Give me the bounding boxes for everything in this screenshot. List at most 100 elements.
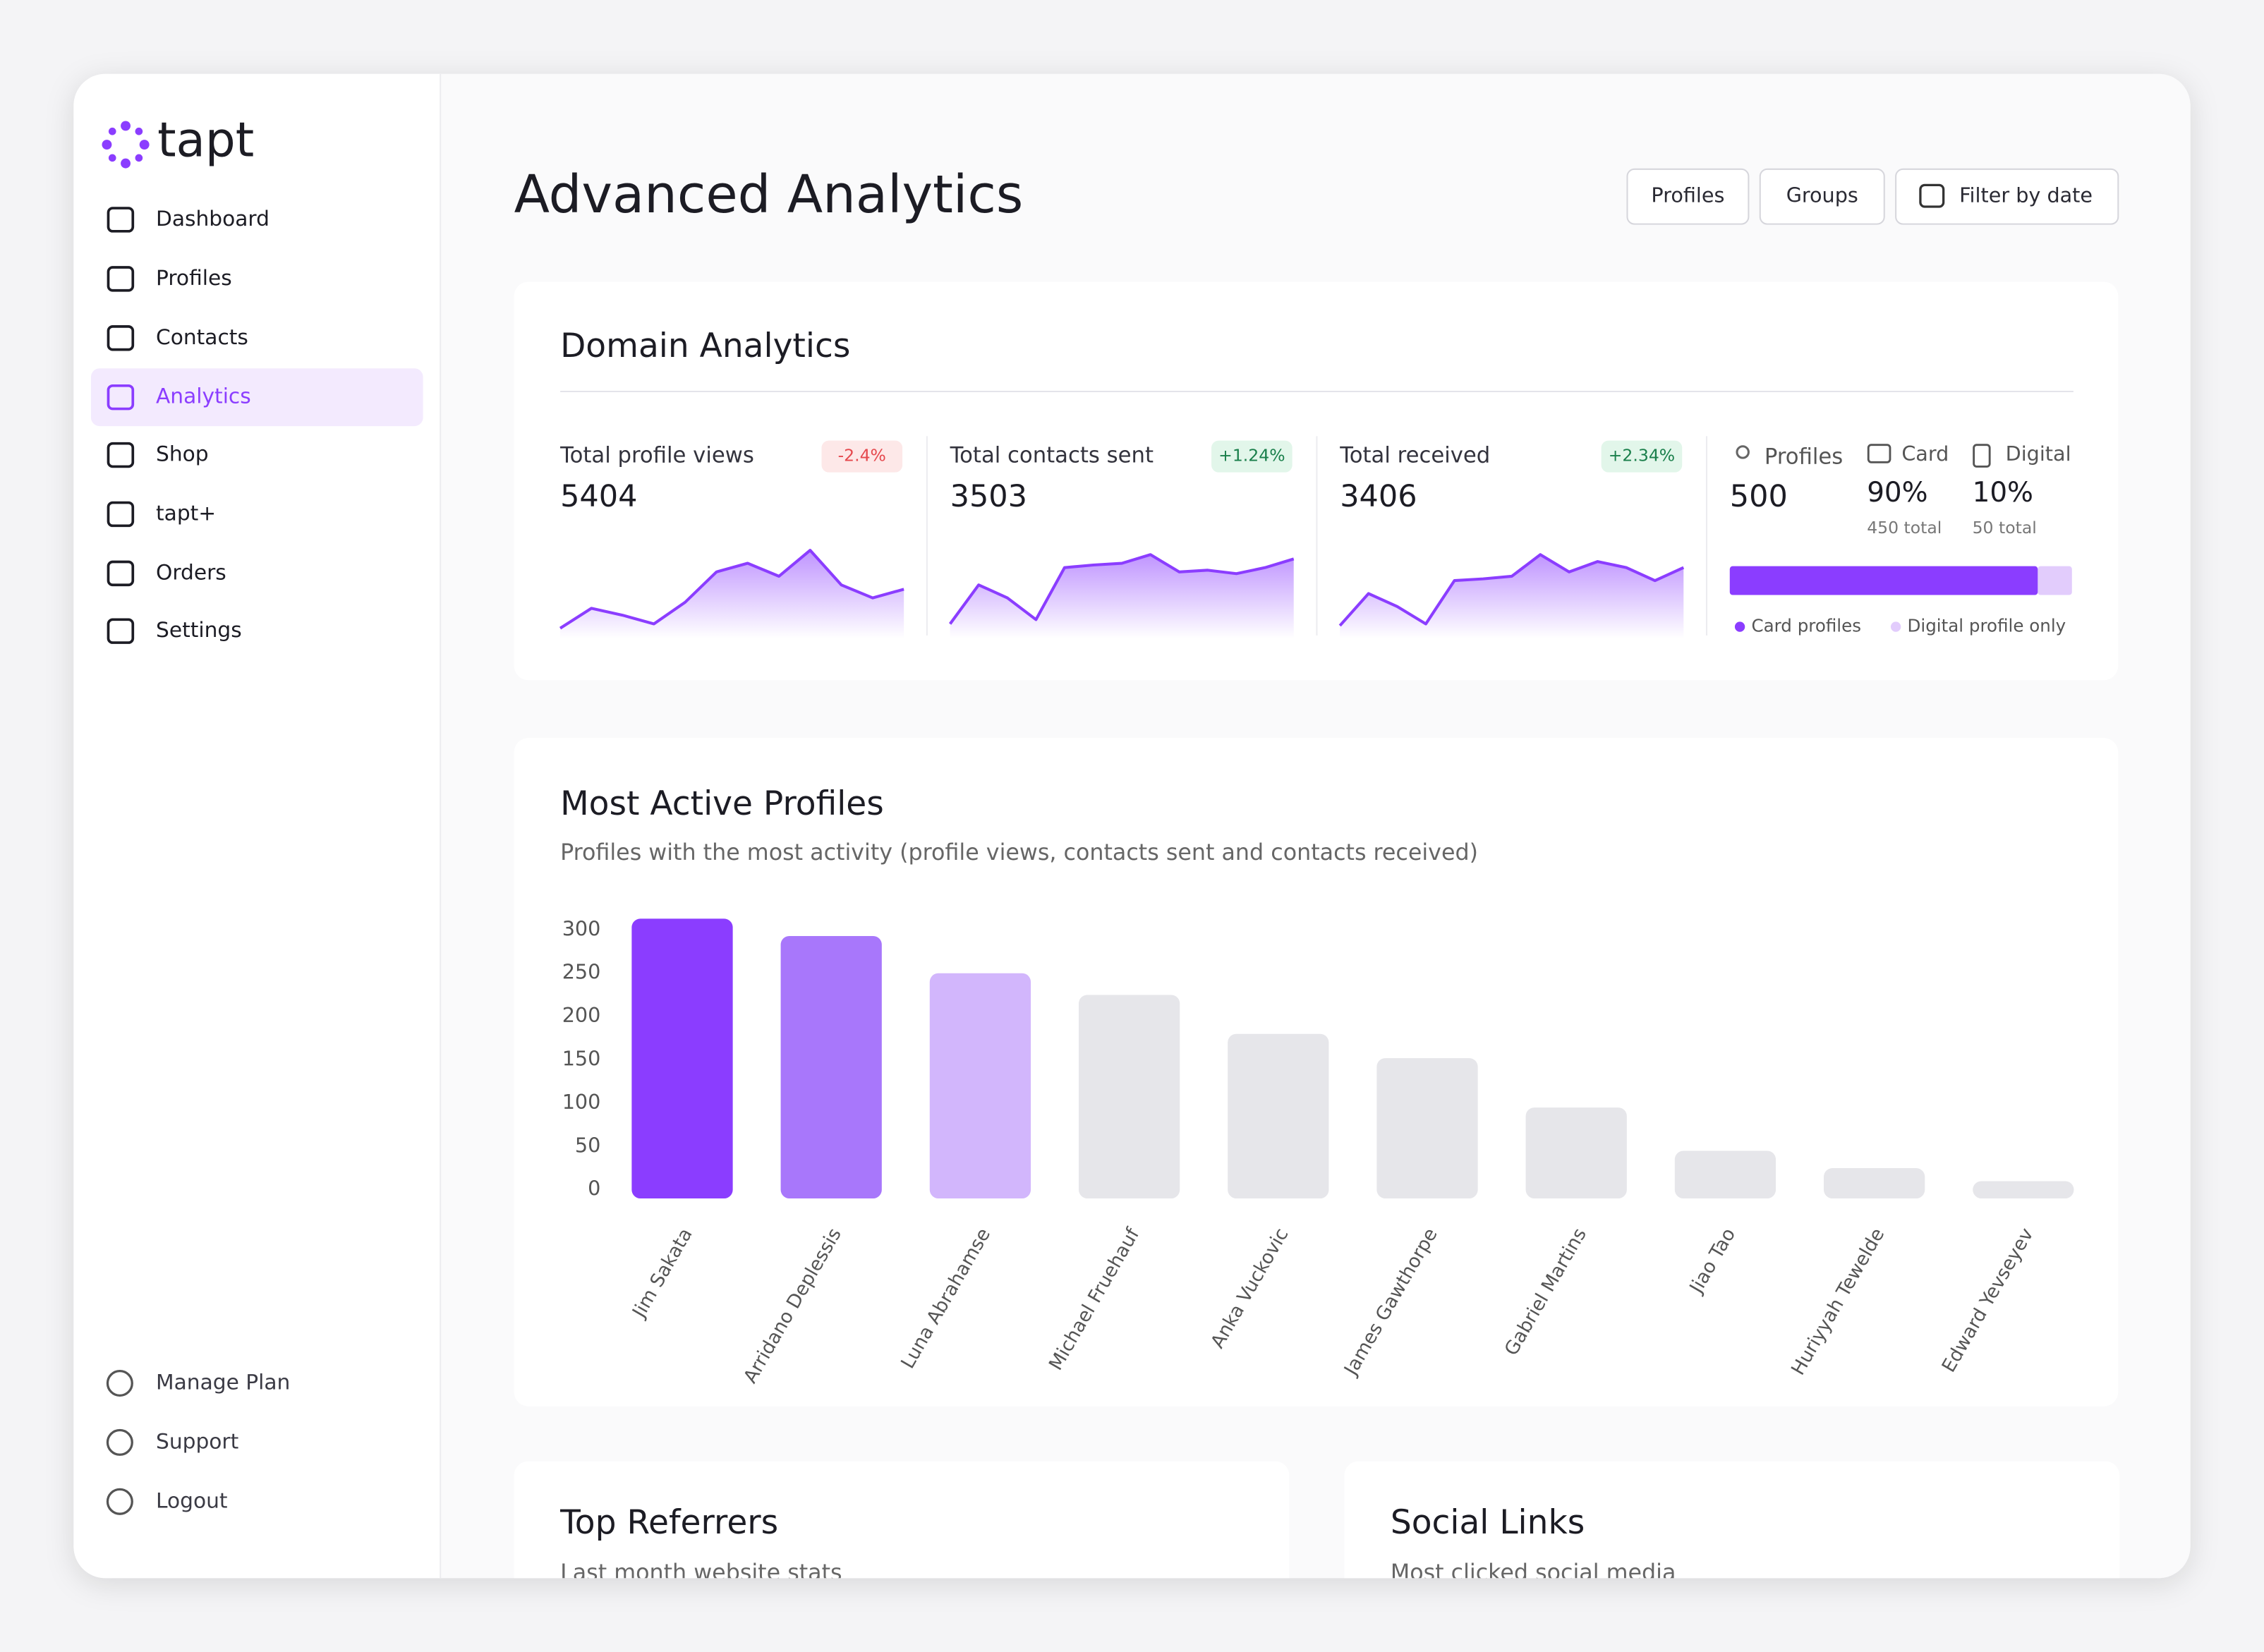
logo-dot bbox=[135, 154, 143, 162]
nav-item[interactable]: Shop bbox=[107, 442, 209, 468]
breakdown-value: 90% bbox=[1867, 477, 1927, 509]
nav-icon bbox=[106, 1428, 133, 1456]
bar bbox=[1525, 1107, 1627, 1199]
nav-label: tapt+ bbox=[156, 500, 216, 525]
logo: tapt bbox=[102, 112, 254, 169]
nav-item[interactable]: Dashboard bbox=[107, 206, 270, 233]
change-chip bbox=[1601, 440, 1683, 473]
change-label: -2.4% bbox=[838, 446, 886, 466]
logo-dot bbox=[108, 154, 116, 162]
bar bbox=[929, 973, 1031, 1199]
nav-icon bbox=[107, 560, 135, 587]
change-label: +1.24% bbox=[1218, 446, 1285, 466]
page-title: Advanced Analytics bbox=[514, 165, 1024, 225]
sparkline bbox=[1338, 553, 1685, 627]
bar bbox=[1973, 1181, 2074, 1199]
nav-icon bbox=[107, 501, 135, 528]
y-tick-label: 250 bbox=[562, 960, 601, 984]
nav-active-bg bbox=[90, 368, 423, 427]
y-tick-label: 50 bbox=[575, 1133, 600, 1157]
nav-icon bbox=[107, 207, 135, 233]
y-tick-label: 0 bbox=[588, 1177, 600, 1201]
footer-nav-item[interactable]: Manage Plan bbox=[106, 1369, 290, 1397]
nav-icon bbox=[106, 1369, 133, 1397]
breakdown-value: 10% bbox=[1973, 477, 2033, 509]
nav-item[interactable]: Orders bbox=[107, 559, 226, 587]
logo-text: tapt bbox=[157, 112, 254, 168]
panel-subtitle: Most clicked social media bbox=[1391, 1560, 1676, 1586]
type-icon bbox=[1867, 444, 1891, 463]
y-tick-label: 150 bbox=[562, 1047, 601, 1071]
bar bbox=[1078, 995, 1180, 1199]
sparkline bbox=[559, 549, 904, 630]
panel-title: Social Links bbox=[1391, 1503, 1585, 1542]
change-chip bbox=[1211, 440, 1293, 473]
breakdown-value: 500 bbox=[1730, 479, 1788, 514]
type-icon bbox=[1973, 444, 1991, 468]
breakdown-label: Card bbox=[1901, 442, 1949, 466]
bar bbox=[1228, 1033, 1329, 1199]
card-title: Domain Analytics bbox=[560, 327, 850, 365]
bar bbox=[1376, 1058, 1478, 1199]
panel-card bbox=[514, 1461, 1290, 1579]
stat-label: Total profile views bbox=[559, 444, 754, 468]
bar bbox=[780, 935, 882, 1199]
button-bg bbox=[1759, 168, 1885, 225]
button-bg bbox=[1626, 168, 1750, 225]
breakdown-label: Digital bbox=[2006, 442, 2071, 466]
sparkline-area bbox=[1340, 554, 1684, 638]
change-chip bbox=[821, 440, 903, 473]
nav-label: Support bbox=[156, 1428, 238, 1453]
panel-title: Top Referrers bbox=[559, 1503, 778, 1542]
share-bar-digital bbox=[2038, 566, 2072, 595]
chart-title: Most Active Profiles bbox=[560, 784, 884, 823]
profile-icon bbox=[1736, 445, 1750, 459]
calendar-icon bbox=[1919, 183, 1945, 208]
share-bar-card bbox=[1729, 566, 2038, 595]
nav-item[interactable]: Analytics bbox=[90, 368, 423, 427]
legend-label: Card profiles bbox=[1751, 616, 1861, 636]
header-button[interactable]: Filter by date bbox=[1895, 168, 2119, 225]
footer-nav-item[interactable]: Logout bbox=[106, 1488, 228, 1515]
app-content: tapt Dashboard Profiles Contacts Analytics Sh… bbox=[73, 73, 2120, 1586]
nav-label: Profiles bbox=[156, 265, 232, 290]
logo-dot bbox=[121, 121, 131, 131]
header-button[interactable]: Groups bbox=[1759, 168, 1885, 225]
footer-nav-item[interactable]: Support bbox=[106, 1428, 238, 1456]
bar bbox=[1824, 1168, 1925, 1199]
y-tick-label: 200 bbox=[562, 1003, 601, 1027]
breakdown-label: Profiles bbox=[1764, 445, 1843, 470]
sidebar bbox=[73, 73, 441, 1579]
nav-icon bbox=[107, 325, 135, 351]
nav-item[interactable]: Profiles bbox=[107, 265, 232, 292]
header-button[interactable]: Profiles bbox=[1626, 168, 1750, 225]
legend-dot bbox=[1890, 621, 1901, 632]
bar bbox=[1674, 1150, 1776, 1199]
nav-item[interactable]: Settings bbox=[107, 617, 242, 644]
logo-dot bbox=[139, 140, 150, 150]
breakdown-total: 50 total bbox=[1973, 518, 2037, 537]
stat-label: Total received bbox=[1339, 444, 1490, 468]
legend-label: Digital profile only bbox=[1908, 616, 2066, 636]
nav-label: Settings bbox=[156, 617, 242, 642]
nav-label: Logout bbox=[156, 1488, 228, 1512]
nav-item[interactable]: Contacts bbox=[107, 324, 248, 351]
logo-dot bbox=[108, 127, 116, 135]
y-tick-label: 300 bbox=[562, 916, 601, 940]
nav-label: Dashboard bbox=[156, 206, 270, 231]
nav-icon bbox=[106, 1488, 133, 1515]
nav-label: Manage Plan bbox=[156, 1369, 290, 1394]
nav-icon bbox=[107, 384, 135, 411]
nav-item[interactable]: tapt+ bbox=[107, 500, 216, 528]
sparkline-area bbox=[560, 550, 904, 638]
nav-icon bbox=[107, 442, 135, 468]
stat-label: Total contacts sent bbox=[950, 444, 1154, 468]
sparkline bbox=[948, 553, 1295, 625]
sparkline-area bbox=[950, 554, 1294, 638]
button-label: Groups bbox=[1786, 183, 1858, 207]
nav-icon bbox=[107, 618, 135, 644]
nav-label: Orders bbox=[156, 559, 226, 584]
logo-dot bbox=[135, 127, 143, 135]
